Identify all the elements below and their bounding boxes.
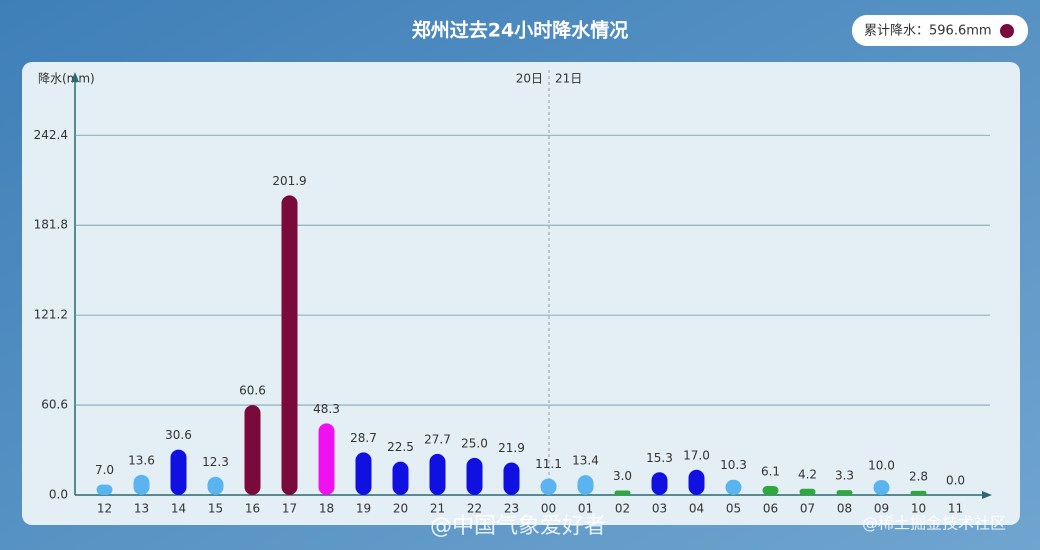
watermark: @稀土掘金技术社区 (862, 514, 1006, 533)
x-tick-label: 15 (208, 502, 223, 516)
bar (873, 480, 890, 495)
bar (96, 484, 113, 495)
bar (318, 423, 335, 495)
value-label: 60.6 (239, 384, 266, 398)
y-tick-label: 181.8 (34, 218, 68, 232)
value-label: 11.1 (535, 457, 562, 471)
total-label: 累计降水：596.6mm (864, 24, 992, 39)
bar (429, 453, 446, 495)
x-tick-label: 17 (282, 502, 297, 516)
y-axis-label: 降水(mm) (38, 72, 95, 86)
x-tick-label: 23 (504, 502, 519, 516)
bar (688, 469, 705, 495)
y-axis-arrow (71, 72, 79, 82)
bar (244, 405, 261, 495)
x-tick-label: 09 (874, 502, 889, 516)
value-label: 0.0 (946, 474, 965, 488)
bar (281, 195, 298, 496)
y-tick-label: 242.4 (34, 128, 68, 142)
bar (466, 457, 483, 495)
bar (540, 478, 557, 495)
value-label: 201.9 (272, 174, 306, 188)
bar (577, 475, 594, 495)
x-tick-label: 22 (467, 502, 482, 516)
bar (133, 474, 150, 495)
bar (170, 449, 187, 495)
value-label: 28.7 (350, 431, 377, 445)
value-label: 6.1 (761, 464, 780, 478)
bar (725, 479, 742, 495)
x-tick-label: 10 (911, 502, 926, 516)
x-tick-label: 06 (763, 502, 778, 516)
x-tick-label: 02 (615, 502, 630, 516)
x-tick-label: 03 (652, 502, 667, 516)
total-badge (852, 15, 1028, 46)
x-tick-label: 13 (134, 502, 149, 516)
value-label: 27.7 (424, 432, 451, 446)
watermark: @中国气象爱好者 (430, 514, 606, 539)
value-label: 21.9 (498, 441, 525, 455)
bar (614, 490, 631, 495)
x-tick-label: 05 (726, 502, 741, 516)
x-tick-label: 01 (578, 502, 593, 516)
value-label: 10.0 (868, 459, 895, 473)
value-label: 2.8 (909, 469, 928, 483)
x-tick-label: 20 (393, 502, 408, 516)
bar (355, 452, 372, 495)
annotation: 21日 (555, 72, 582, 86)
value-label: 12.3 (202, 455, 229, 469)
bar (836, 490, 853, 495)
x-axis-arrow (982, 491, 992, 499)
x-tick-label: 21 (430, 502, 445, 516)
x-tick-label: 11 (948, 502, 963, 516)
value-label: 22.5 (387, 440, 414, 454)
panel (22, 62, 1020, 525)
y-tick-label: 60.6 (41, 398, 68, 412)
bar (207, 476, 224, 495)
bar (799, 488, 816, 495)
x-tick-label: 14 (171, 502, 186, 516)
value-label: 15.3 (646, 451, 673, 465)
x-tick-label: 00 (541, 502, 556, 516)
x-tick-label: 07 (800, 502, 815, 516)
value-label: 25.0 (461, 436, 488, 450)
bar (762, 485, 779, 495)
value-label: 10.3 (720, 458, 747, 472)
bar (503, 462, 520, 495)
value-label: 7.0 (95, 463, 114, 477)
y-tick-label: 121.2 (34, 308, 68, 322)
x-tick-label: 19 (356, 502, 371, 516)
value-label: 17.0 (683, 448, 710, 462)
x-tick-label: 16 (245, 502, 260, 516)
bar (651, 472, 668, 495)
y-tick-label: 0.0 (49, 488, 68, 502)
value-label: 4.2 (798, 467, 817, 481)
annotation: 20日 (516, 72, 543, 86)
bar (910, 490, 927, 495)
value-label: 48.3 (313, 402, 340, 416)
total-dot (1000, 24, 1014, 38)
chart-title: 郑州过去24小时降水情况 (412, 19, 628, 42)
bar (392, 461, 409, 495)
x-tick-label: 18 (319, 502, 334, 516)
x-tick-label: 04 (689, 502, 704, 516)
value-label: 3.0 (613, 469, 632, 483)
value-label: 30.6 (165, 428, 192, 442)
value-label: 13.4 (572, 454, 599, 468)
value-label: 3.3 (835, 469, 854, 483)
x-tick-label: 12 (97, 502, 112, 516)
value-label: 13.6 (128, 453, 155, 467)
x-tick-label: 08 (837, 502, 852, 516)
